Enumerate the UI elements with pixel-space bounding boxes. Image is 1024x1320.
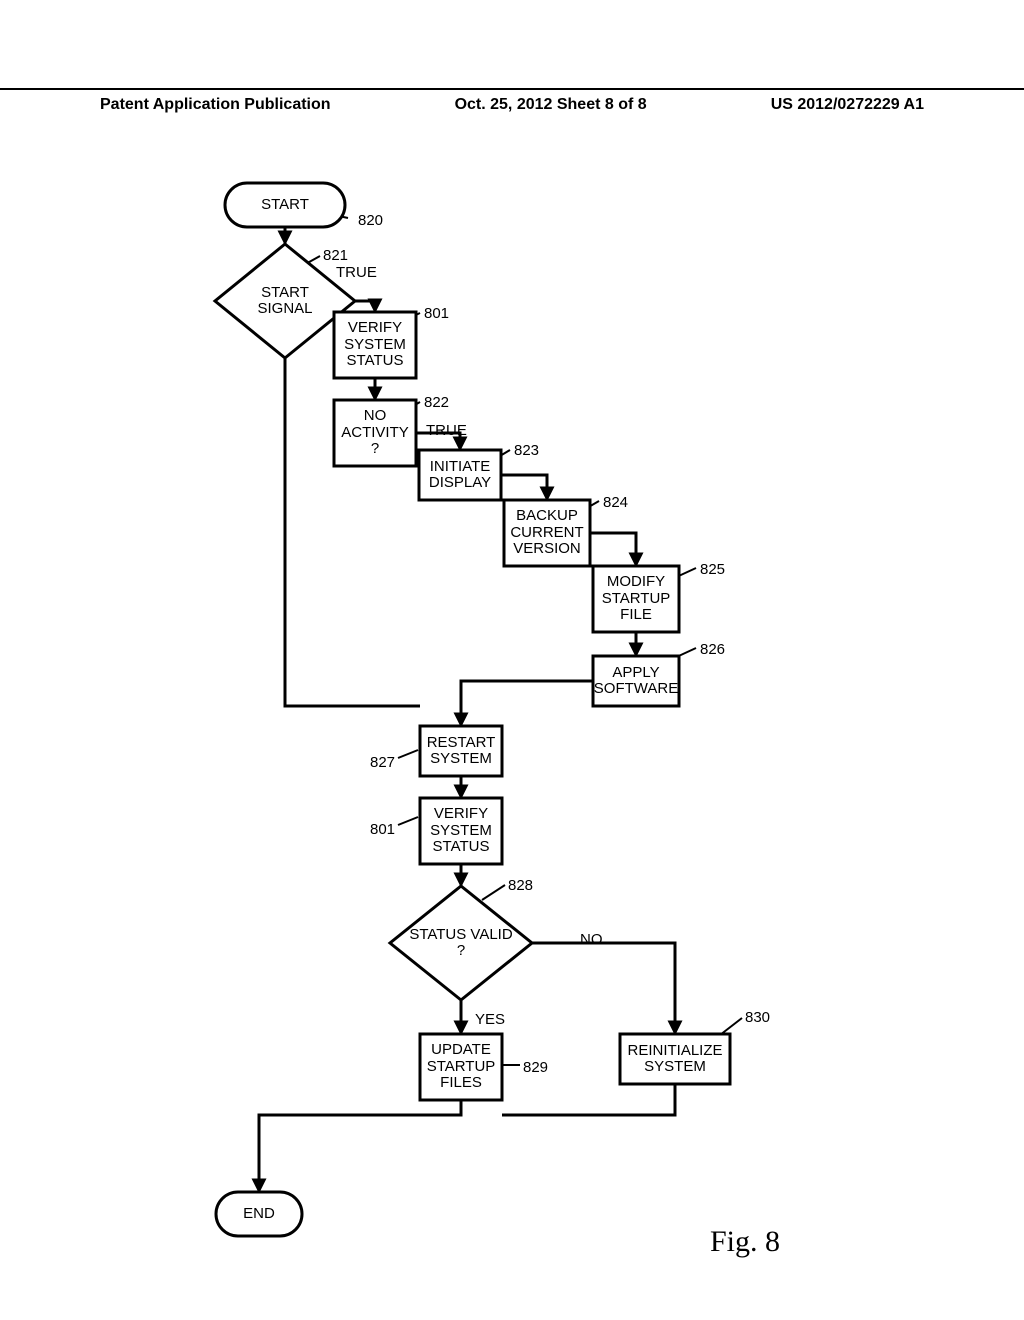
node-label-p801a: VERIFY SYSTEM STATUS [334,312,416,378]
edge-label-true: TRUE [336,265,377,282]
ref-822: 822 [424,395,449,412]
node-label-p827: RESTART SYSTEM [420,726,502,776]
edge-label-yes: YES [475,1012,505,1029]
ref-801: 801 [424,306,449,323]
ref-830: 830 [745,1010,770,1027]
ref-823: 823 [514,443,539,460]
node-label-end: END [216,1192,302,1236]
ref-828: 828 [508,878,533,895]
node-label-d828: STATUS VALID ? [390,886,532,1000]
flowchart-svg [0,0,1024,1320]
ref-827: 827 [370,755,395,772]
ref-825: 825 [700,562,725,579]
figure-label: Fig. 8 [710,1225,780,1259]
ref-820: 820 [358,213,383,230]
node-label-p823: INITIATE DISPLAY [419,450,501,500]
node-label-p824: BACKUP CURRENT VERSION [504,500,590,566]
node-label-p826: APPLY SOFTWARE [593,656,679,706]
node-label-p801b: VERIFY SYSTEM STATUS [420,798,502,864]
node-label-p825: MODIFY STARTUP FILE [593,566,679,632]
node-label-p830: REINITIALIZE SYSTEM [620,1034,730,1084]
edge-label-true: TRUE [426,423,467,440]
ref-821: 821 [323,248,348,265]
ref-824: 824 [603,495,628,512]
ref-829: 829 [523,1060,548,1077]
ref-801: 801 [370,822,395,839]
node-label-p829: UPDATE STARTUP FILES [420,1034,502,1100]
ref-826: 826 [700,642,725,659]
node-label-p822: NO ACTIVITY ? [334,400,416,466]
edge-label-no: NO [580,932,603,949]
node-label-start: START [225,183,345,227]
page: Patent Application Publication Oct. 25, … [0,0,1024,1320]
